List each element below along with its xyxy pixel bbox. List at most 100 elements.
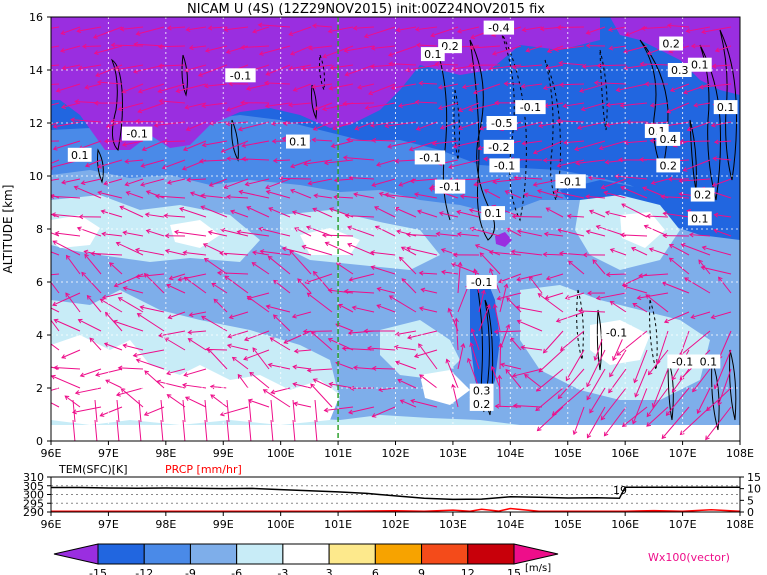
wind-vector: [74, 186, 102, 199]
wind-vector-head: [103, 138, 109, 144]
contour-label: -0.2: [483, 139, 515, 154]
wind-vector-head: [184, 104, 190, 110]
wind-vector: [51, 26, 60, 29]
wind-vector-head: [483, 189, 489, 194]
wind-vector-head: [388, 52, 393, 57]
wind-vector: [106, 121, 123, 128]
wind-vector-head: [201, 315, 206, 321]
colorbar-label: -12: [135, 567, 153, 575]
wind-vector-head: [332, 125, 338, 131]
wind-vector: [713, 157, 732, 161]
wind-vector-head: [42, 190, 46, 194]
wind-vector: [457, 343, 465, 370]
wind-vector-head: [605, 122, 611, 128]
wind-vector-head: [103, 342, 109, 347]
wind-vector: [345, 215, 375, 218]
wind-vector: [460, 195, 480, 199]
wind-vector: [138, 419, 142, 441]
wind-vector: [169, 273, 186, 280]
wind-vector: [456, 211, 480, 218]
wind-vector-head: [238, 189, 244, 195]
wind-vector: [115, 64, 144, 71]
wind-vector: [680, 406, 711, 435]
y-tick-label: 2: [36, 382, 43, 395]
wind-vector: [712, 178, 732, 187]
wind-vector-head: [543, 231, 549, 237]
wind-vector-head: [264, 103, 270, 109]
wind-vector-head: [498, 342, 504, 348]
wind-vector-head: [45, 340, 49, 344]
wind-vector-head: [666, 108, 672, 114]
wind-vector: [186, 26, 207, 31]
wind-vector-head: [511, 214, 517, 220]
wind-vector-head: [121, 88, 127, 94]
wind-vector-head: [182, 146, 188, 152]
wind-vector-head: [390, 85, 396, 91]
wind-vector-head: [109, 262, 114, 267]
surface-right-tick-label: 10: [747, 483, 761, 496]
wind-vector-head: [453, 317, 459, 323]
wind-vector-head: [292, 364, 298, 370]
wind-vector: [100, 298, 123, 313]
wind-vector: [53, 140, 81, 150]
svg-text:-0.1: -0.1: [126, 128, 147, 141]
wind-vector-head: [292, 87, 298, 92]
wind-vector-head: [371, 413, 377, 418]
wind-vector-head: [64, 395, 70, 400]
wind-vector: [134, 43, 165, 47]
wind-vector: [249, 372, 270, 389]
wind-vector-head: [153, 122, 159, 128]
wind-vector-head: [51, 164, 54, 170]
wind-vector: [554, 45, 585, 51]
wind-vector: [664, 311, 690, 323]
wind-vector: [394, 207, 417, 218]
wind-vector: [600, 387, 627, 421]
y-tick-label: 12: [29, 117, 43, 130]
wind-vector: [701, 26, 732, 33]
wind-vector-head: [671, 375, 677, 381]
wind-vector-head: [604, 159, 610, 165]
surface-x-tick-label: 104E: [496, 518, 524, 531]
wind-vector-head: [343, 288, 349, 294]
wind-vector: [419, 272, 438, 275]
wind-vector: [273, 280, 291, 294]
wind-vector-head: [311, 84, 317, 90]
wind-vector-head: [503, 81, 509, 87]
wind-vector: [116, 419, 120, 441]
wind-vector-head: [115, 391, 121, 397]
wind-vector: [187, 178, 207, 181]
wind-vector-head: [479, 125, 485, 131]
wind-vector-head: [119, 26, 125, 32]
wind-vector-head: [157, 63, 163, 69]
wind-vector: [543, 330, 564, 354]
wind-vector-head: [304, 279, 310, 285]
colorbar-swatch: [189, 543, 238, 565]
svg-text:-0.2: -0.2: [488, 141, 509, 154]
wind-vector-head: [240, 100, 245, 106]
wind-vector: [684, 277, 711, 294]
wind-vector-head: [623, 65, 629, 71]
wind-vector-head: [395, 27, 401, 33]
surface-left-tick-label: 305: [23, 480, 44, 493]
wind-vector-head: [491, 50, 497, 56]
wind-vector-head: [293, 348, 299, 354]
wind-vector: [182, 384, 207, 389]
wind-vector-head: [313, 105, 319, 111]
wind-vector: [706, 387, 732, 411]
wind-vector: [116, 242, 144, 256]
wind-vector-head: [468, 106, 474, 112]
surface-x-tick-label: 102E: [382, 518, 410, 531]
wind-vector: [633, 349, 648, 383]
wind-vector-head: [329, 65, 335, 71]
wind-vector: [136, 273, 165, 278]
wind-vector: [123, 231, 144, 237]
wind-vector-head: [545, 207, 551, 212]
colorbar-label: 12: [461, 567, 475, 575]
wind-vector: [334, 196, 354, 199]
surface-x-tick-label: 96E: [41, 518, 62, 531]
wind-vector: [302, 245, 333, 256]
wind-vector-head: [348, 409, 353, 415]
wind-vector: [594, 82, 627, 85]
wind-vector: [102, 233, 123, 237]
wind-vector-head: [204, 47, 210, 53]
